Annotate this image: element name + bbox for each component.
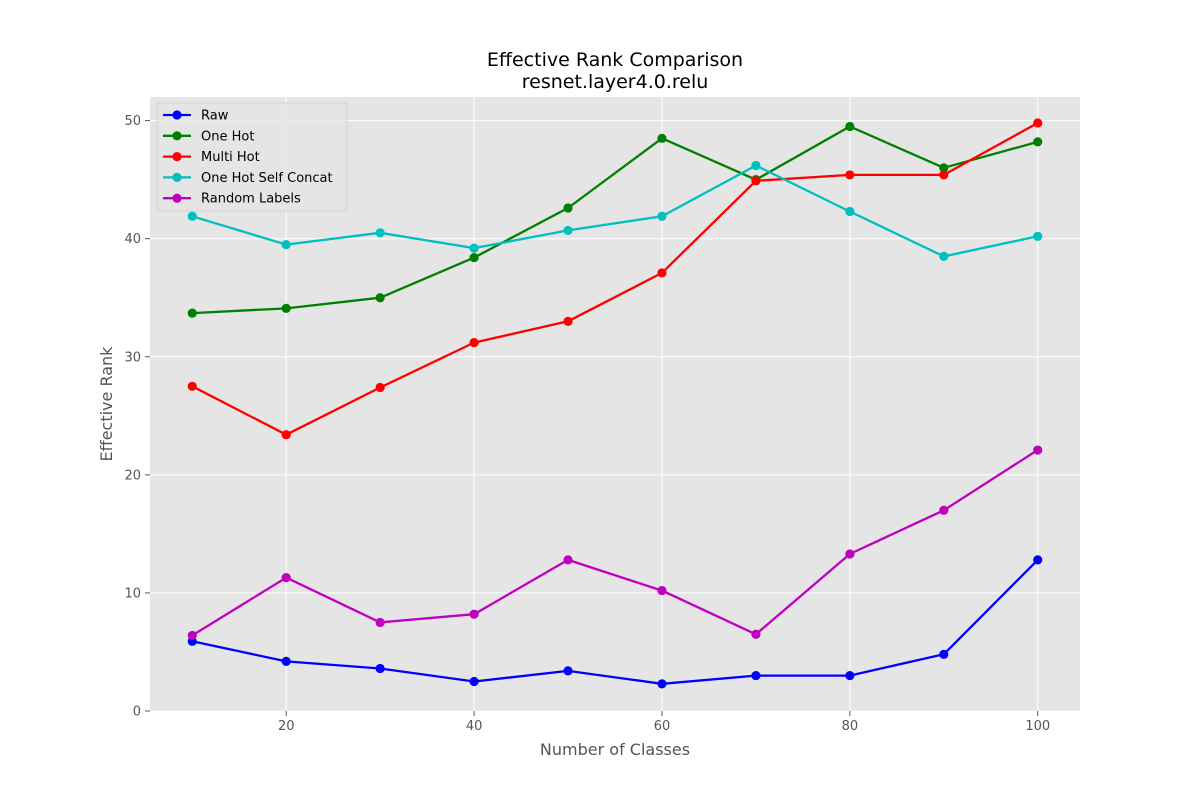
series-line-random-labels: [191, 449, 1039, 637]
data-point-multi-hot: [563, 316, 573, 326]
legend-marker-one-hot-self-concat: [172, 172, 182, 182]
x-tick-label: 60: [654, 719, 671, 734]
legend-label-raw: Raw: [201, 109, 229, 124]
x-axis-label: Number of Classes: [540, 740, 690, 759]
data-point-one-hot: [281, 303, 291, 313]
data-point-multi-hot: [469, 338, 479, 348]
series-line-raw: [192, 559, 1039, 685]
data-point-random-labels: [939, 505, 949, 515]
data-point-random-labels: [751, 629, 761, 639]
data-point-random-labels: [657, 585, 667, 596]
data-point-raw: [657, 679, 667, 689]
data-point-one-hot-self-concat: [187, 211, 197, 221]
y-tick-label: 40: [124, 232, 141, 247]
data-point-random-labels: [563, 555, 573, 565]
data-point-one-hot: [845, 121, 855, 132]
data-point-random-labels: [845, 549, 855, 559]
y-tick-label: 10: [124, 586, 141, 601]
data-point-raw: [375, 663, 385, 674]
legend-label-one-hot: One Hot: [201, 129, 254, 144]
data-point-one-hot-self-concat: [469, 243, 479, 253]
data-point-raw: [845, 670, 855, 681]
legend-label-one-hot-self-concat: One Hot Self Concat: [201, 171, 333, 186]
data-point-one-hot-self-concat: [751, 160, 761, 171]
data-point-multi-hot: [845, 170, 855, 180]
data-point-raw: [1033, 555, 1043, 565]
data-point-one-hot: [469, 252, 479, 263]
data-point-one-hot: [1033, 137, 1043, 147]
axis-ticks: 20 40 60 80 100 0 10 20 30 40 50: [124, 114, 1050, 734]
series-line-one-hot: [192, 125, 1039, 315]
data-point-multi-hot: [375, 382, 385, 393]
data-point-one-hot-self-concat: [563, 225, 573, 236]
y-tick-label: 50: [124, 114, 141, 129]
data-point-one-hot: [375, 293, 385, 303]
legend: Raw One Hot Multi Hot One Hot Self Concat Ra…: [156, 102, 348, 212]
x-tick-label: 20: [278, 719, 295, 734]
data-point-random-labels: [469, 609, 479, 619]
legend-label-multi-hot: Multi Hot: [201, 150, 260, 165]
x-tick-label: 100: [1025, 719, 1050, 734]
data-point-one-hot: [563, 203, 573, 213]
data-point-one-hot-self-concat: [939, 251, 949, 262]
series-lines: [187, 118, 1043, 689]
data-point-multi-hot: [281, 430, 291, 440]
grid-lines: [150, 97, 1080, 712]
data-point-one-hot-self-concat: [1033, 231, 1043, 241]
data-point-one-hot: [939, 163, 949, 173]
data-point-one-hot-self-concat: [375, 228, 385, 238]
data-point-multi-hot: [657, 268, 667, 278]
data-point-raw: [563, 666, 573, 676]
chart-title: Effective Rank Comparison: [487, 49, 743, 71]
data-point-raw: [281, 656, 291, 667]
data-point-multi-hot: [187, 381, 197, 391]
legend-label-random-labels: Random Labels: [201, 192, 301, 207]
chart-subtitle: resnet.layer4.0.relu: [522, 71, 709, 93]
x-tick-label: 40: [466, 719, 483, 734]
data-point-random-labels: [187, 630, 197, 641]
data-point-raw: [469, 676, 479, 687]
data-point-one-hot: [657, 133, 667, 143]
y-tick-label: 0: [133, 705, 141, 720]
series-line-one-hot-self-concat: [191, 164, 1038, 258]
legend-marker-one-hot: [172, 131, 182, 141]
data-point-raw: [939, 649, 949, 659]
x-tick-label: 80: [842, 719, 859, 734]
legend-marker-multi-hot: [172, 152, 182, 162]
data-point-raw: [751, 670, 761, 681]
y-tick-label: 30: [124, 350, 141, 365]
data-point-one-hot-self-concat: [657, 211, 667, 221]
y-tick-label: 20: [124, 468, 141, 483]
data-point-random-labels: [1033, 445, 1043, 455]
series-line-multi-hot: [191, 121, 1039, 436]
data-point-multi-hot: [939, 170, 949, 180]
data-point-one-hot: [187, 308, 197, 318]
data-point-random-labels: [375, 617, 385, 628]
data-point-multi-hot: [1033, 118, 1043, 128]
legend-marker-random-labels: [172, 193, 182, 203]
legend-marker-raw: [172, 110, 182, 120]
y-axis-label: Effective Rank: [97, 346, 116, 462]
data-point-one-hot-self-concat: [845, 206, 855, 217]
data-point-random-labels: [281, 572, 291, 583]
data-point-one-hot-self-concat: [281, 239, 291, 250]
legend-box: [156, 102, 348, 212]
data-point-multi-hot: [751, 176, 761, 186]
